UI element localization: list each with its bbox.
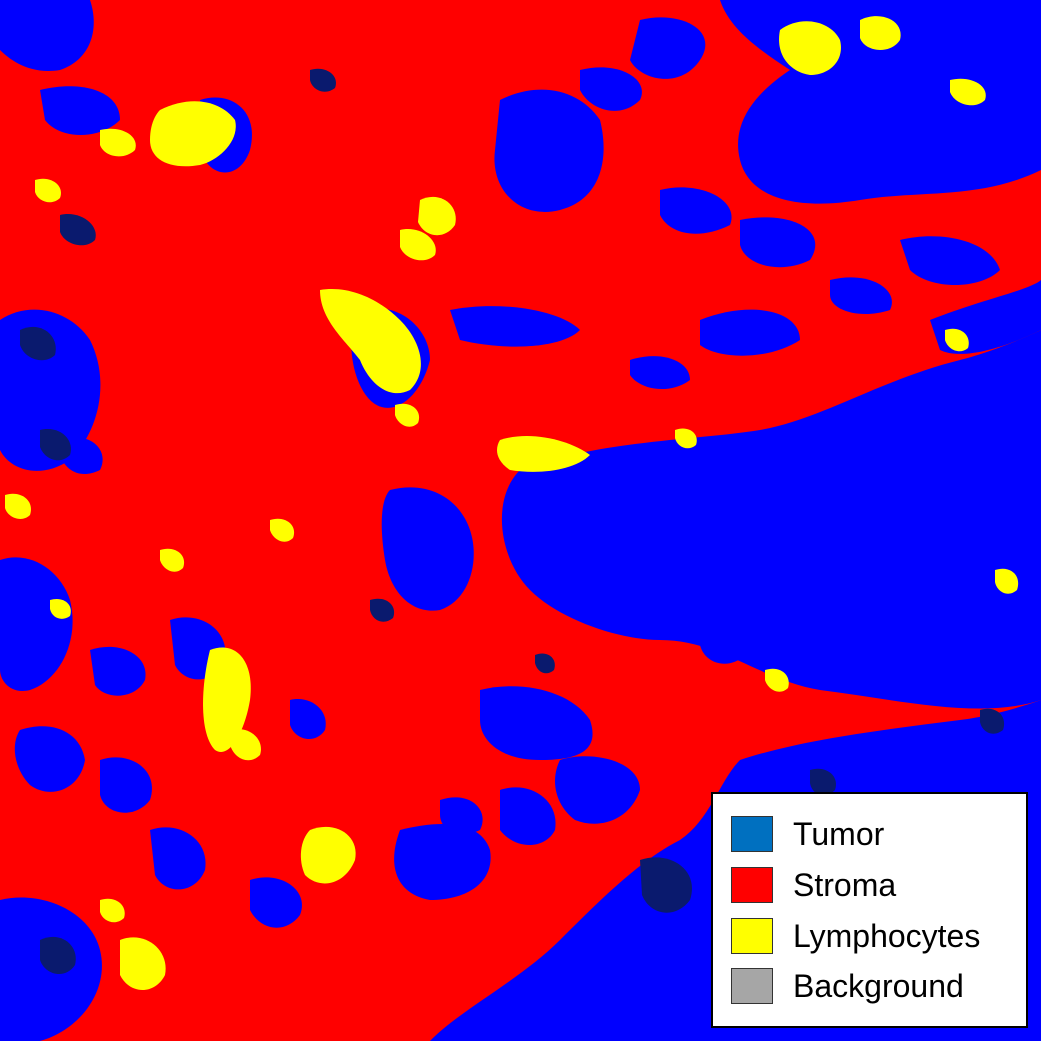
stroma-swatch [731, 867, 773, 903]
legend-label-stroma: Stroma [793, 867, 897, 903]
background-swatch [731, 968, 773, 1004]
legend-item-stroma: Stroma [731, 867, 1021, 907]
lymphocyte-regions [5, 16, 1019, 990]
legend-item-lymphocytes: Lymphocytes [731, 918, 1021, 958]
legend-label-lymphocytes: Lymphocytes [793, 918, 981, 954]
tumor-swatch [731, 816, 773, 852]
legend-label-background: Background [793, 968, 964, 1004]
legend: Tumor Stroma Lymphocytes Background [711, 792, 1028, 1028]
lymphocytes-swatch [731, 918, 773, 954]
dark-tumor-spots [20, 68, 1005, 975]
legend-item-tumor: Tumor [731, 816, 1021, 856]
legend-item-background: Background [731, 968, 1021, 1008]
legend-label-tumor: Tumor [793, 816, 885, 852]
